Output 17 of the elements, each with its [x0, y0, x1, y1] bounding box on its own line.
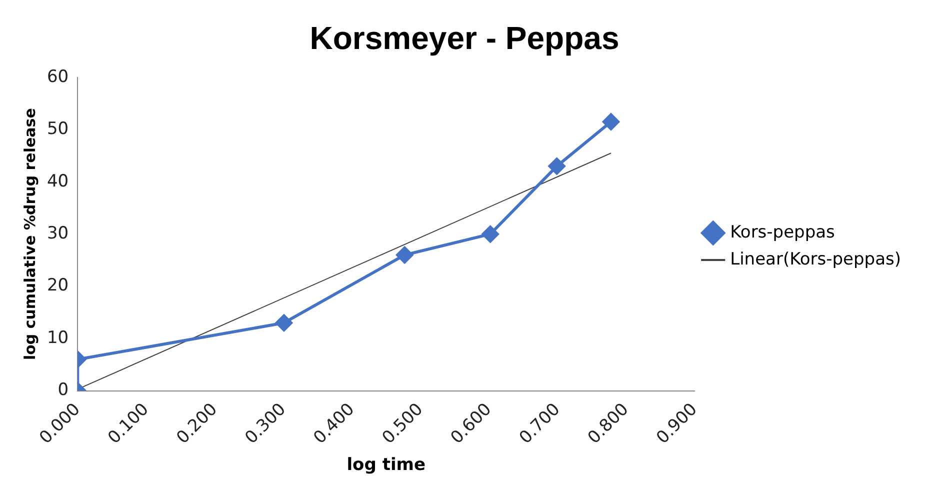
- point: [548, 158, 566, 175]
- y-tick-label: 30: [46, 224, 69, 244]
- point: [482, 226, 499, 243]
- y-tick-label: 0: [58, 380, 69, 400]
- point: [602, 113, 620, 130]
- y-tick-label: 10: [46, 328, 69, 348]
- y-tick-label: 50: [46, 119, 69, 140]
- y-tick-label: 40: [46, 171, 69, 192]
- legend-label: Linear(Kors-peppas): [730, 249, 901, 270]
- y-tick-label: 60: [46, 66, 69, 87]
- point: [275, 314, 292, 332]
- x-axis-title: log time: [346, 455, 426, 476]
- legend-label: Kors-peppas: [730, 222, 836, 242]
- y-tick-label: 20: [46, 276, 69, 296]
- y-axis-title: log cumulative %drug release: [20, 108, 39, 360]
- point: [396, 246, 414, 264]
- chart-title: Korsmeyer - Peppas: [310, 20, 620, 56]
